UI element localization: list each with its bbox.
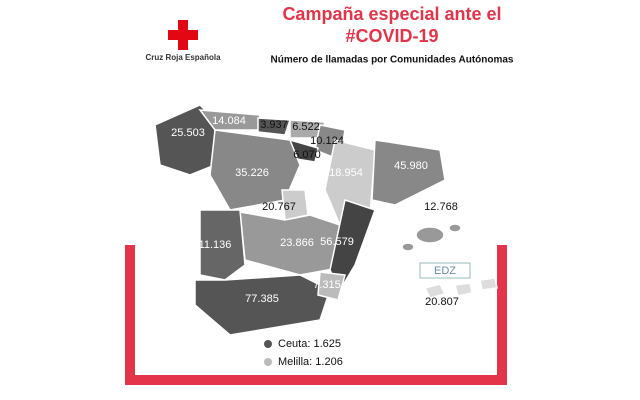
region-label: 6.070 (293, 149, 321, 161)
region-label: 56.579 (320, 236, 354, 248)
region-label: 77.385 (245, 293, 279, 305)
watermark: EDZ (434, 265, 456, 277)
legend-entry: Melilla: 1.206 (278, 356, 343, 368)
red-frame (125, 245, 507, 385)
legend-entry: Ceuta: 1.625 (278, 338, 341, 350)
title: #COVID-19 (345, 26, 438, 46)
region-label: 6.522 (292, 121, 320, 133)
region-label: 7.315 (313, 279, 341, 291)
spain-map (154, 104, 498, 336)
region-label: 18.954 (329, 167, 363, 179)
region-label: 45.980 (394, 160, 428, 172)
region-label: 12.768 (424, 201, 458, 213)
watermark-box (419, 262, 471, 279)
region-label: 10.124 (310, 135, 344, 147)
region-label: 14.084 (212, 115, 246, 127)
region-label: 11.136 (199, 239, 232, 251)
legend-dot (264, 358, 272, 366)
region-label: 3.937 (260, 119, 288, 131)
region-label: 35.226 (235, 167, 269, 179)
logo-cross (168, 20, 198, 50)
region-label: 25.503 (171, 127, 205, 139)
subtitle: Número de llamadas por Comunidades Autón… (270, 55, 513, 66)
logo-text: Cruz Roja Española (145, 53, 221, 62)
legend-dot (264, 340, 272, 348)
region-label: 23.866 (280, 237, 314, 249)
region-label: 20.767 (262, 201, 296, 213)
title: Campaña especial ante el (282, 4, 501, 24)
region-label: 20.807 (425, 296, 459, 308)
